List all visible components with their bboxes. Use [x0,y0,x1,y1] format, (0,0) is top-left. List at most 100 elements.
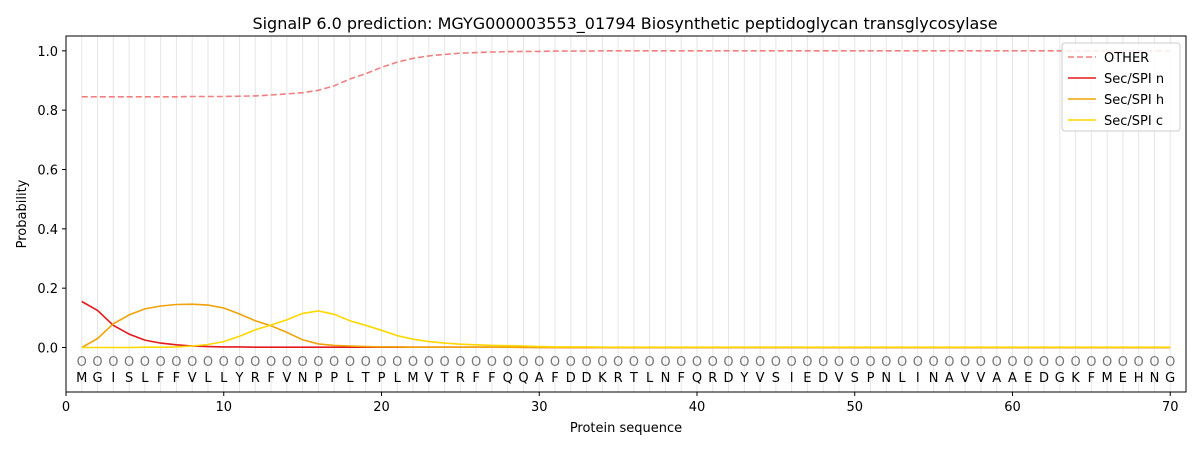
sequence-letter: R [456,371,465,386]
sequence-letter: D [724,371,734,386]
sequence-letter: E [1024,371,1032,386]
region-marker: O [771,355,781,370]
sequence-letter: A [1008,371,1017,386]
legend: OTHER Sec/SPI n Sec/SPI h Sec/SPI c [1061,42,1181,132]
x-axis-ticks: 0 10 20 30 40 50 60 70 [62,392,1178,415]
region-marker: O [629,355,639,370]
sequence-letter: N [1150,371,1160,386]
sequence-letter: E [1119,371,1127,386]
sequence-letter: N [881,371,891,386]
sequence-letter: P [314,371,322,386]
region-marker: O [503,355,513,370]
sequence-letter: K [1071,371,1080,386]
region-marker: O [1007,355,1017,370]
sequence-letter: P [378,371,386,386]
region-marker: O [550,355,560,370]
sequence-letter: V [282,371,291,386]
region-marker: O [518,355,528,370]
region-marker: O [140,355,150,370]
sequence-letter: R [708,371,717,386]
legend-entry: Sec/SPI c [1104,114,1163,129]
sequence-letter: N [661,371,671,386]
sequence-letter: D [1039,371,1049,386]
region-marker: O [645,355,655,370]
sequence-letter: V [424,371,433,386]
region-marker: O [282,355,292,370]
x-axis-label: Protein sequence [570,421,682,436]
sequence-letter: I [111,371,115,386]
region-marker: O [897,355,907,370]
region-marker: O [613,355,623,370]
sequence-annotations: OMOGOIOSOLOFOFOVOLOLOYOROFOVONOPOPOLOTOP… [76,355,1175,386]
x-tick-label: 40 [689,400,706,415]
plot-frame [65,35,1187,393]
sequence-letter: D [566,371,576,386]
region-marker: O [439,355,449,370]
region-marker: O [408,355,418,370]
region-marker: O [787,355,797,370]
sequence-letter: I [790,371,794,386]
sequence-letter: L [394,371,402,386]
sequence-letter: D [582,371,592,386]
legend-entry: OTHER [1104,51,1149,66]
series-line-other [81,49,1171,98]
sequence-letter: S [772,371,780,386]
region-marker: O [156,355,166,370]
region-marker: O [881,355,891,370]
region-marker: O [345,355,355,370]
sequence-letter: Y [739,371,748,386]
sequence-letter: S [851,371,859,386]
sequence-letter: H [1134,371,1144,386]
sequence-letter: F [488,371,495,386]
region-marker: O [566,355,576,370]
region-marker: O [992,355,1002,370]
region-marker: O [361,355,371,370]
region-marker: O [108,355,118,370]
region-marker: O [266,355,276,370]
region-marker: O [471,355,481,370]
sequence-letter: P [330,371,338,386]
sequence-letter: E [803,371,811,386]
sequence-letter: F [267,371,274,386]
sequence-letter: F [1088,371,1095,386]
sequence-letter: F [173,371,180,386]
series-line-sec-spi-c [81,310,1171,349]
sequence-letter: V [756,371,765,386]
sequence-letter: L [141,371,149,386]
region-marker: O [1023,355,1033,370]
sequence-letter: D [818,371,828,386]
sequence-letter: V [188,371,197,386]
region-marker: O [234,355,244,370]
x-tick-label: 30 [531,400,548,415]
region-marker: O [692,355,702,370]
region-marker: O [534,355,544,370]
y-axis-label: Probability [15,179,30,248]
region-marker: O [755,355,765,370]
sequence-letter: T [361,371,370,386]
sequence-letter: N [298,371,308,386]
sequence-letter: A [535,371,544,386]
region-marker: O [187,355,197,370]
region-marker: O [1055,355,1065,370]
region-marker: O [660,355,670,370]
y-tick-label: 0.2 [37,282,58,297]
sequence-letter: V [835,371,844,386]
region-marker: O [392,355,402,370]
sequence-letter: L [346,371,354,386]
region-marker: O [313,355,323,370]
region-marker: O [1070,355,1080,370]
region-marker: O [944,355,954,370]
sequence-letter: T [629,371,638,386]
region-marker: O [124,355,134,370]
y-tick-label: 0.6 [37,164,58,179]
region-marker: O [424,355,434,370]
region-marker: O [329,355,339,370]
region-marker: O [802,355,812,370]
sequence-letter: K [598,371,607,386]
sequence-letter: Y [235,371,244,386]
x-tick-label: 10 [215,400,232,415]
region-marker: O [1118,355,1128,370]
sequence-letter: T [440,371,449,386]
sequence-letter: V [961,371,970,386]
y-tick-label: 0.8 [37,104,58,119]
